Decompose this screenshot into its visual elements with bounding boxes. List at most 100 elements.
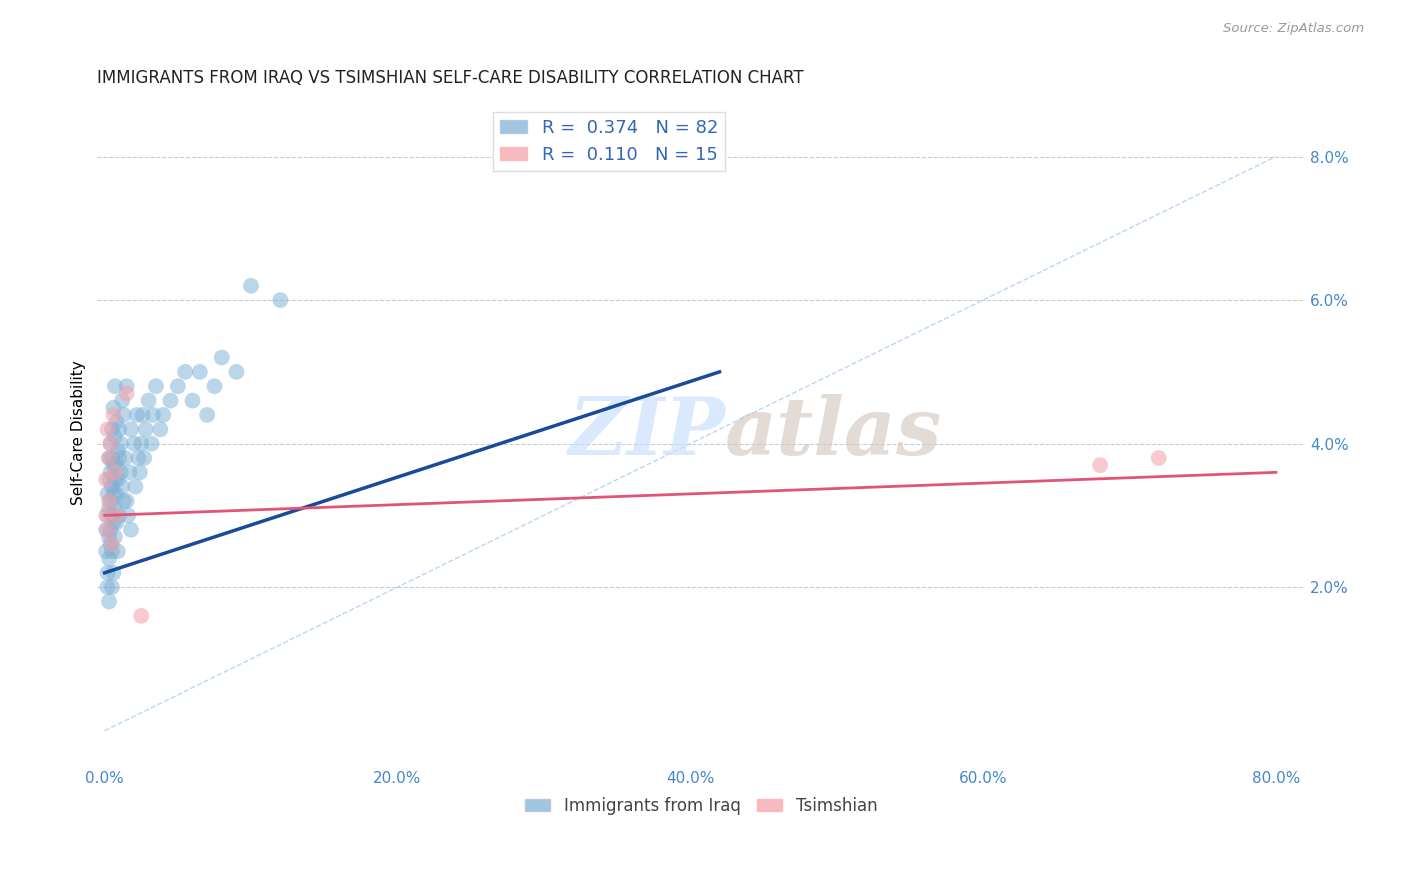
Point: [204, 379, 226, 393]
Point: [103, 408, 125, 422]
Point: [188, 365, 211, 379]
Point: [94, 544, 117, 558]
Point: [98, 450, 121, 465]
Point: [98, 594, 121, 608]
Point: [105, 458, 128, 472]
Point: [240, 278, 263, 293]
Point: [105, 487, 128, 501]
Point: [97, 508, 120, 523]
Point: [145, 379, 167, 393]
Point: [97, 580, 120, 594]
Point: [103, 458, 125, 472]
Point: [117, 508, 139, 523]
Point: [115, 494, 138, 508]
Point: [94, 523, 117, 537]
Point: [97, 523, 120, 537]
Point: [120, 523, 142, 537]
Point: [112, 494, 135, 508]
Point: [98, 501, 121, 516]
Point: [107, 443, 129, 458]
Point: [114, 450, 136, 465]
Point: [103, 401, 125, 415]
Y-axis label: Self-Care Disability: Self-Care Disability: [72, 360, 86, 505]
Point: [94, 508, 117, 523]
Point: [141, 436, 163, 450]
Text: Source: ZipAtlas.com: Source: ZipAtlas.com: [1223, 22, 1364, 36]
Point: [181, 393, 204, 408]
Point: [100, 436, 122, 450]
Point: [129, 436, 152, 450]
Point: [101, 450, 124, 465]
Point: [101, 422, 124, 436]
Point: [124, 480, 146, 494]
Point: [100, 466, 122, 480]
Point: [104, 473, 127, 487]
Point: [112, 408, 135, 422]
Point: [101, 480, 124, 494]
Point: [100, 436, 122, 450]
Point: [98, 530, 121, 544]
Point: [104, 466, 127, 480]
Point: [104, 501, 127, 516]
Point: [129, 608, 152, 623]
Point: [108, 508, 131, 523]
Point: [152, 408, 174, 422]
Point: [101, 508, 124, 523]
Point: [122, 436, 145, 450]
Point: [110, 466, 132, 480]
Point: [111, 393, 134, 408]
Point: [104, 379, 127, 393]
Point: [149, 422, 172, 436]
Point: [111, 480, 134, 494]
Point: [269, 293, 291, 307]
Legend: Immigrants from Iraq, Tsimshian: Immigrants from Iraq, Tsimshian: [519, 790, 884, 822]
Point: [101, 544, 124, 558]
Point: [105, 415, 128, 429]
Point: [138, 393, 160, 408]
Point: [98, 494, 121, 508]
Point: [174, 365, 197, 379]
Point: [98, 473, 121, 487]
Text: atlas: atlas: [725, 394, 943, 472]
Point: [120, 422, 142, 436]
Point: [101, 537, 124, 551]
Point: [97, 422, 120, 436]
Point: [103, 566, 125, 580]
Point: [115, 379, 138, 393]
Point: [115, 386, 138, 401]
Point: [104, 530, 127, 544]
Point: [104, 429, 127, 443]
Point: [103, 487, 125, 501]
Point: [108, 422, 131, 436]
Point: [128, 466, 150, 480]
Point: [97, 566, 120, 580]
Point: [211, 351, 233, 365]
Point: [167, 379, 190, 393]
Point: [110, 436, 132, 450]
Point: [101, 580, 124, 594]
Text: IMMIGRANTS FROM IRAQ VS TSIMSHIAN SELF-CARE DISABILITY CORRELATION CHART: IMMIGRANTS FROM IRAQ VS TSIMSHIAN SELF-C…: [97, 69, 804, 87]
Point: [108, 450, 131, 465]
Point: [103, 516, 125, 530]
Point: [125, 408, 148, 422]
Point: [98, 551, 121, 566]
Point: [225, 365, 247, 379]
Point: [105, 516, 128, 530]
Point: [1088, 458, 1111, 472]
Text: ZIP: ZIP: [568, 394, 725, 472]
Point: [127, 450, 149, 465]
Point: [100, 523, 122, 537]
Point: [142, 408, 165, 422]
Point: [195, 408, 218, 422]
Point: [105, 508, 128, 523]
Point: [107, 473, 129, 487]
Point: [134, 450, 156, 465]
Point: [100, 494, 122, 508]
Point: [100, 537, 122, 551]
Point: [1147, 450, 1170, 465]
Point: [132, 408, 155, 422]
Point: [118, 466, 141, 480]
Point: [97, 487, 120, 501]
Point: [107, 544, 129, 558]
Point: [159, 393, 181, 408]
